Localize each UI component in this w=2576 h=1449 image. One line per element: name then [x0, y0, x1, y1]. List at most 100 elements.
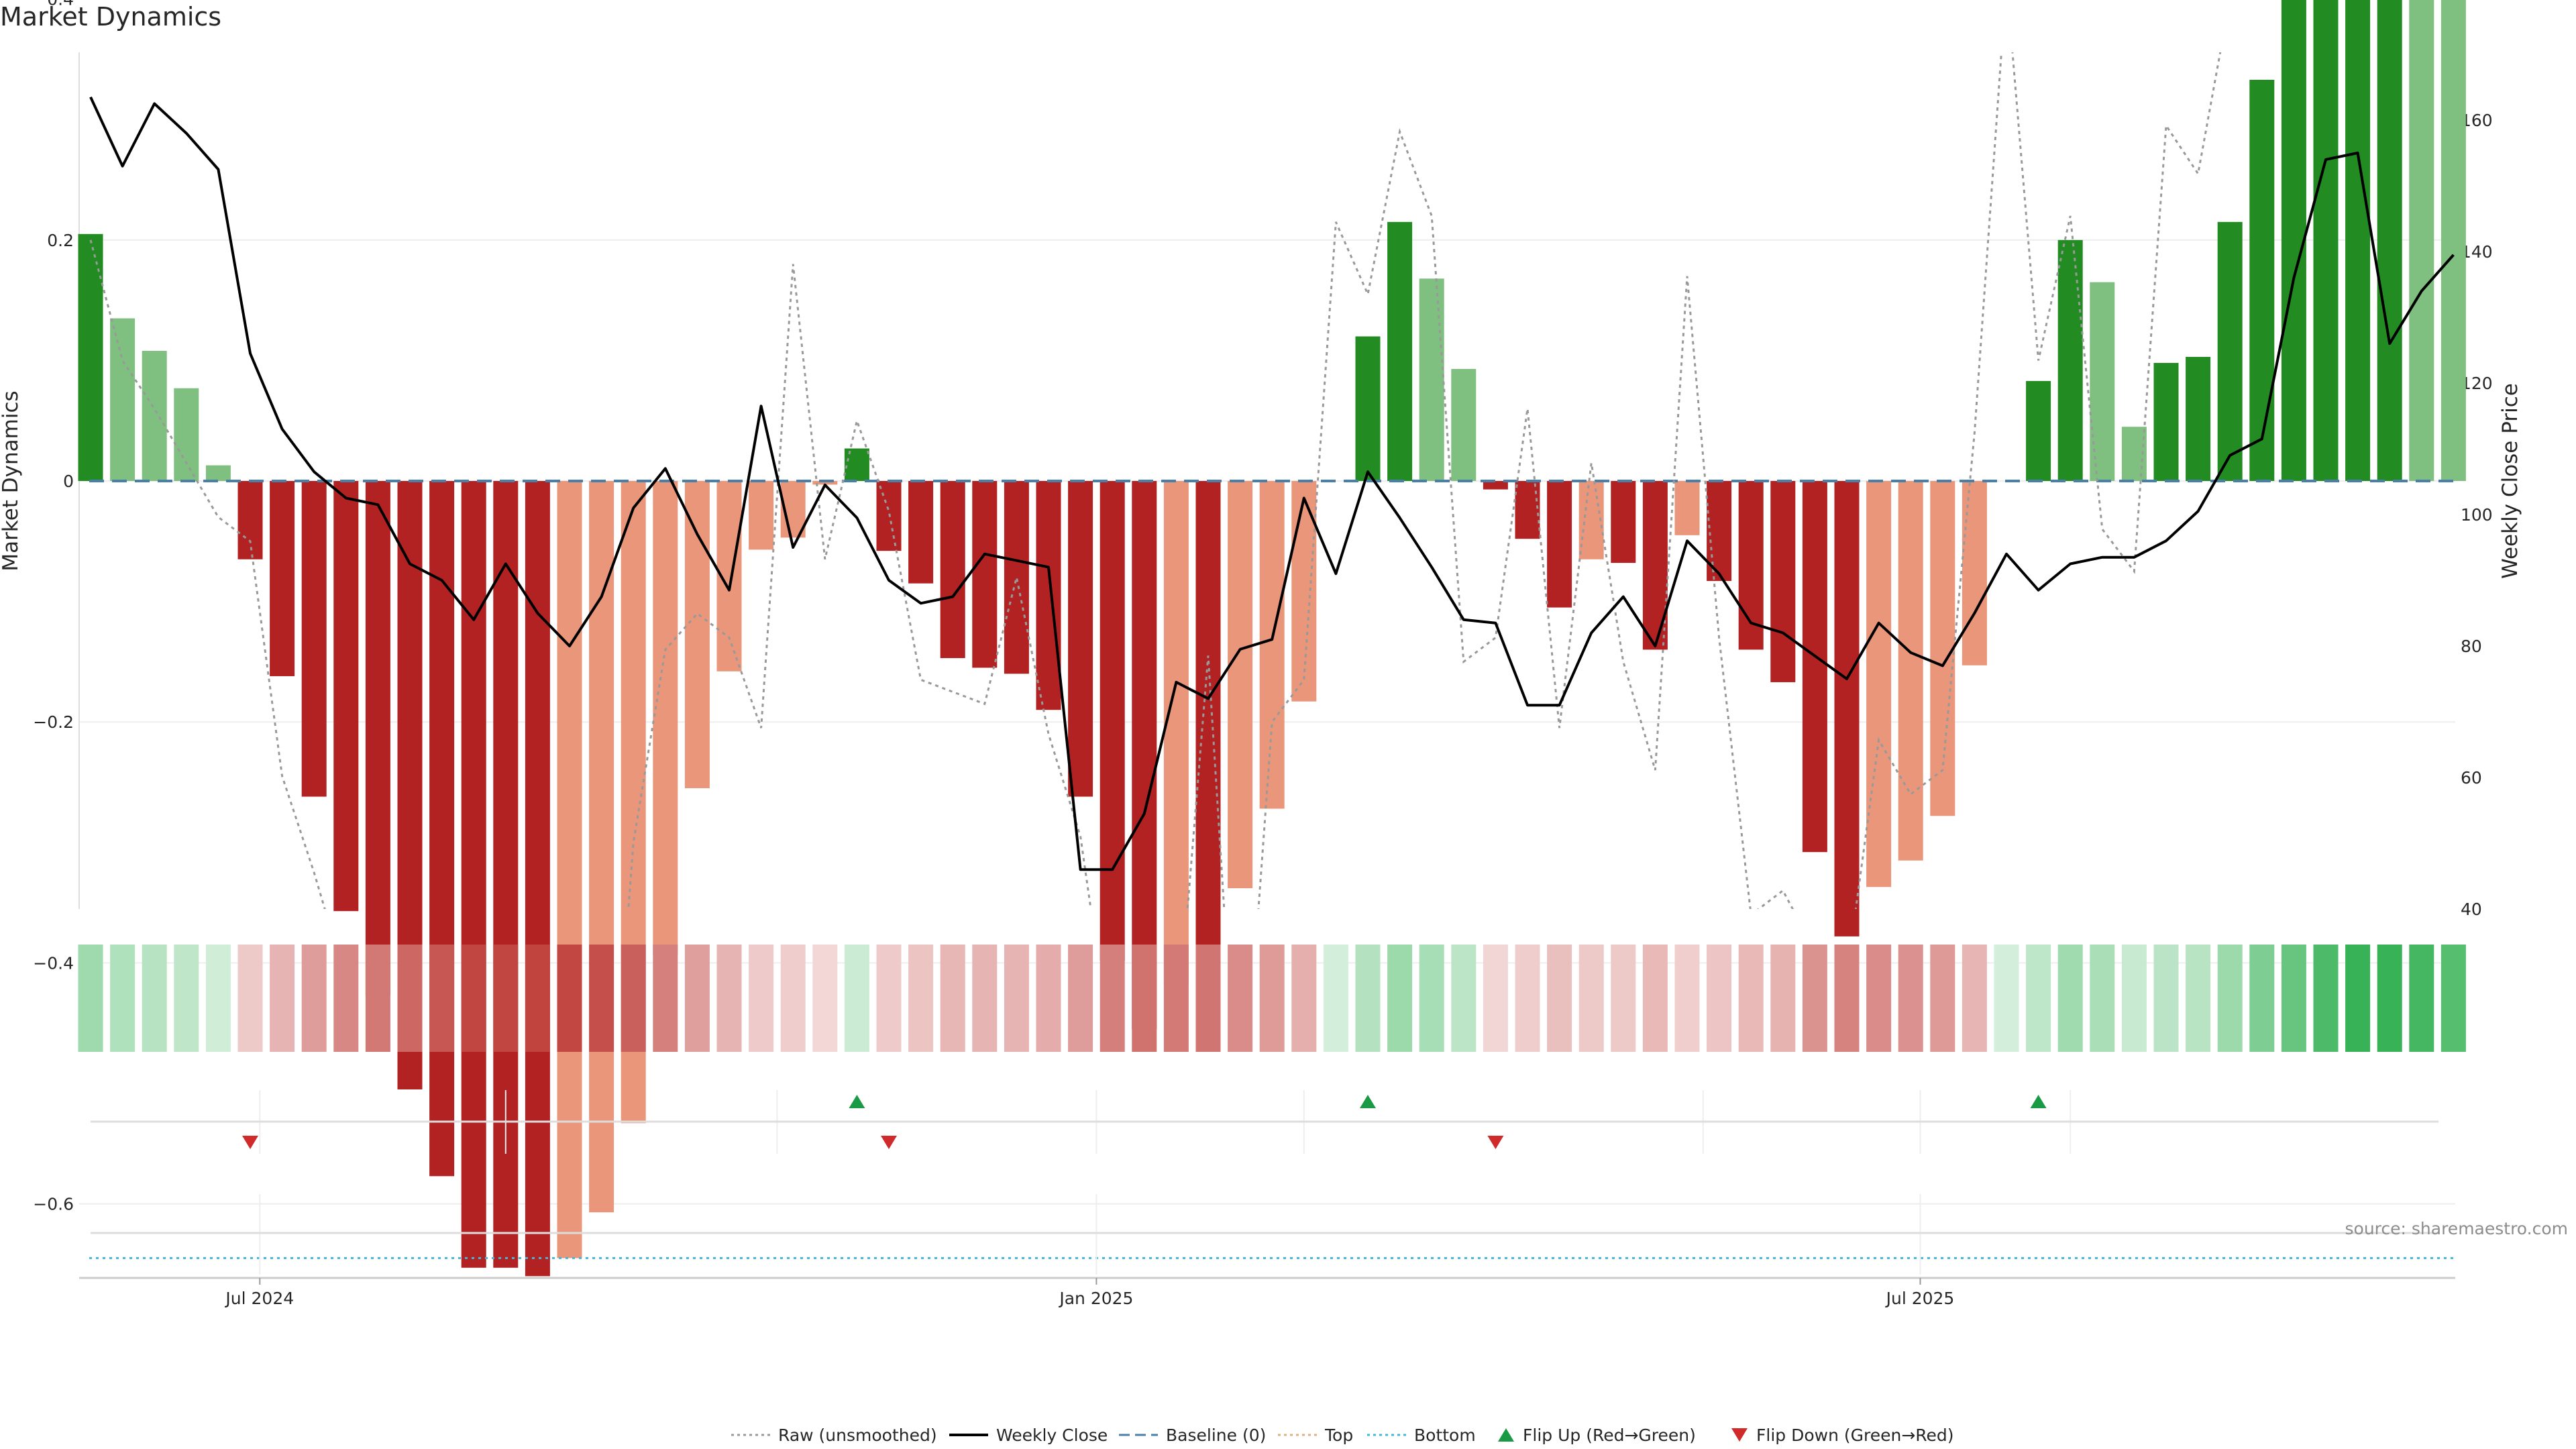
dynamics-bar [237, 481, 263, 559]
flip-down-marker [881, 1136, 897, 1149]
flip-up-marker [2030, 1095, 2047, 1108]
dynamics-bar [301, 481, 327, 797]
strength-cell [2281, 945, 2306, 1052]
dynamics-bar [1228, 481, 1253, 889]
strength-cell [1802, 945, 1827, 1052]
dynamics-bar [2217, 221, 2243, 481]
strength-cell [174, 945, 199, 1052]
strength-cell [1483, 945, 1508, 1052]
chart-title: Market Dynamics [0, 2, 221, 32]
dynamics-bar [1547, 481, 1572, 608]
dynamics-bar [1834, 481, 1860, 936]
right-axis-title: Weekly Close Price [2498, 383, 2522, 579]
legend-label: Bottom [1414, 1426, 1476, 1445]
legend-label: Top [1324, 1426, 1353, 1445]
strength-cell [1163, 945, 1189, 1052]
right-tick-label: 160 [2461, 111, 2493, 130]
dynamics-bar [1004, 481, 1029, 674]
x-tick-label: Jul 2024 [224, 1289, 294, 1308]
right-tick-label: 120 [2461, 374, 2493, 393]
strength-cell [205, 945, 231, 1052]
strength-cell [237, 945, 263, 1052]
strength-cell [1962, 945, 1987, 1052]
strength-cell [2186, 945, 2211, 1052]
dynamics-bar [1770, 481, 1796, 682]
dynamics-bar [940, 481, 965, 659]
legend-label: Flip Up (Red→Green) [1523, 1426, 1696, 1445]
dynamics-bar [1642, 481, 1668, 650]
dynamics-bar [1195, 481, 1221, 1012]
right-tick-label: 80 [2461, 637, 2482, 656]
dynamics-bar [1387, 221, 1413, 481]
strength-cell [1578, 945, 1604, 1052]
strength-cell [1228, 945, 1253, 1052]
dynamics-bar [557, 481, 582, 1258]
weekly-close-line [89, 96, 2455, 871]
dynamics-bar [1674, 481, 1700, 535]
strength-cell [1898, 945, 1923, 1052]
strength-cell [525, 945, 550, 1052]
strength-cell [1547, 945, 1572, 1052]
strength-cell [908, 945, 934, 1052]
flip-down-marker [242, 1136, 258, 1149]
dynamics-bar [1132, 481, 1157, 1030]
strength-cell [716, 945, 742, 1052]
strength-cell [749, 945, 774, 1052]
source-note: source: sharemaestro.com [2345, 1219, 2569, 1238]
dynamics-bar [1802, 481, 1827, 853]
strength-cell [557, 945, 582, 1052]
dynamics-bar [2409, 0, 2434, 481]
dynamics-bar [110, 318, 136, 481]
dynamics-bar [2026, 380, 2051, 481]
strength-cell [621, 945, 646, 1052]
dynamics-bar [589, 481, 614, 1213]
strength-cell [78, 945, 103, 1052]
strength-cell [589, 945, 614, 1052]
flip-up-marker [1360, 1095, 1376, 1108]
strength-cell [1387, 945, 1413, 1052]
left-tick-label: −0.6 [33, 1195, 74, 1214]
dynamics-bar [972, 481, 998, 668]
strength-cell [1259, 945, 1285, 1052]
dynamics-bar [812, 481, 838, 485]
strength-cell [940, 945, 965, 1052]
dynamics-bar [2090, 282, 2115, 481]
strength-cell [301, 945, 327, 1052]
strength-cell [812, 945, 838, 1052]
strength-cell [2409, 945, 2434, 1052]
strength-cell [876, 945, 902, 1052]
strength-cell [142, 945, 167, 1052]
strength-cell [2377, 945, 2402, 1052]
dynamics-bar [2345, 0, 2371, 481]
dynamics-bar [2281, 0, 2306, 482]
dynamics-bar [1515, 481, 1540, 539]
left-tick-label: 0.2 [47, 231, 74, 250]
dynamics-bar [2153, 362, 2179, 481]
strength-cell [461, 945, 486, 1052]
legend-label: Baseline (0) [1166, 1426, 1266, 1445]
strength-cell [653, 945, 678, 1052]
dynamics-bar [1419, 278, 1444, 481]
legend-label: Raw (unsmoothed) [778, 1426, 937, 1445]
strength-cell [1834, 945, 1860, 1052]
legend-label: Weekly Close [996, 1426, 1108, 1445]
strength-cell [2153, 945, 2179, 1052]
dynamics-bar [461, 481, 486, 1268]
strength-cell [1515, 945, 1540, 1052]
strength-cell [365, 945, 390, 1052]
dynamics-bar [684, 481, 710, 788]
dynamics-bar [1355, 336, 1381, 481]
dynamics-bar [1866, 481, 1892, 888]
dynamics-bar [365, 481, 390, 996]
strength-cell [2217, 945, 2243, 1052]
strength-cell [2313, 945, 2339, 1052]
dynamics-bar [2377, 0, 2402, 481]
strength-cell [397, 945, 423, 1052]
x-tick-label: Jul 2025 [1885, 1289, 1955, 1308]
legend-flip-up-icon [1498, 1428, 1514, 1442]
strength-strip [78, 945, 2466, 1052]
strength-cell [780, 945, 806, 1052]
dynamics-bars [78, 0, 2466, 1277]
strength-cell [493, 945, 519, 1052]
strength-cell [1004, 945, 1029, 1052]
